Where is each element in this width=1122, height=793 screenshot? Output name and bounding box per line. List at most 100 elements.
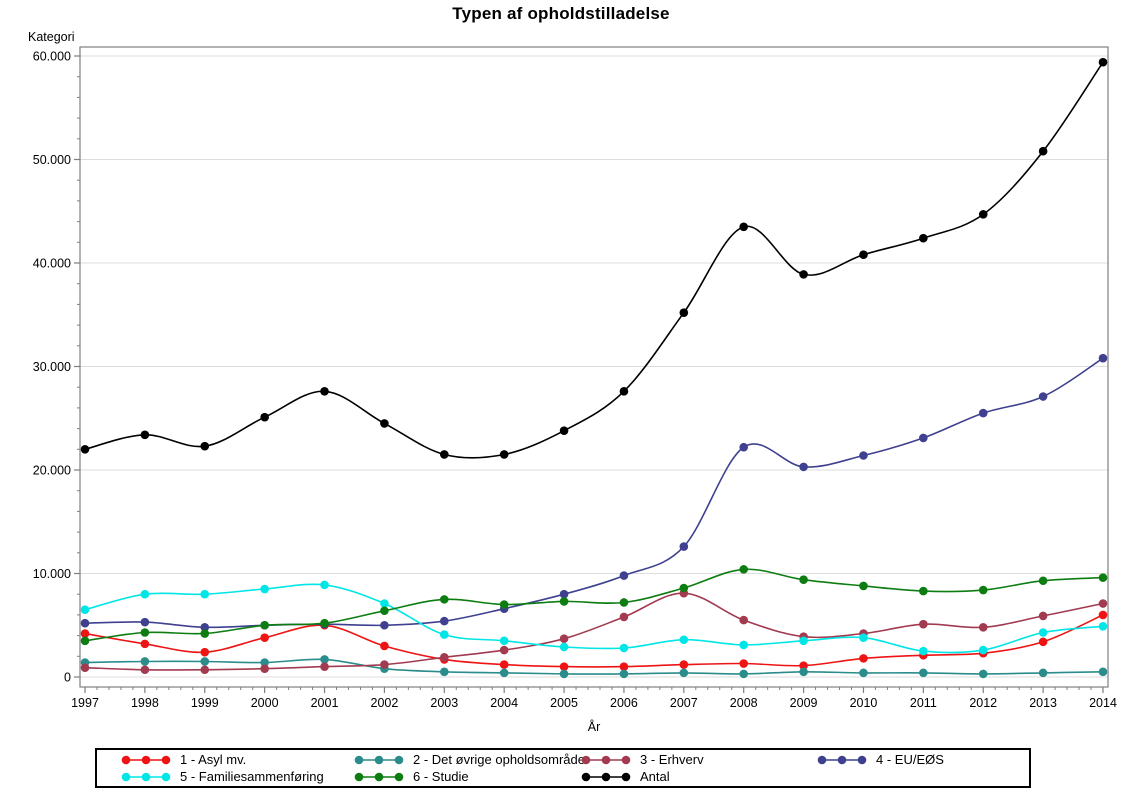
series-line-3	[84, 592, 1104, 671]
series-marker-2	[439, 667, 449, 677]
series-marker-4	[1038, 392, 1048, 401]
x-tick-label: 2014	[1089, 696, 1117, 710]
series-marker-1	[619, 662, 629, 671]
legend-line-marker-icon	[354, 772, 404, 781]
legend-line-marker-icon	[121, 772, 171, 781]
y-tick-label: 0	[64, 671, 71, 685]
series-marker-6	[260, 620, 269, 630]
x-tick-label: 1998	[131, 696, 159, 710]
series-marker-7	[919, 233, 928, 243]
series-marker-1	[679, 660, 689, 669]
series-marker-6	[380, 606, 389, 616]
series-marker-3	[260, 664, 269, 674]
series-marker-4	[859, 451, 868, 460]
legend-item-1: 1 - Asyl mv.	[119, 752, 246, 767]
series-marker-5	[80, 605, 90, 615]
x-tick-label: 2011	[910, 696, 937, 710]
y-tick-label: 10.000	[33, 567, 71, 581]
series-marker-1	[140, 639, 150, 649]
series-marker-2	[978, 669, 988, 679]
series-line-4	[84, 357, 1104, 629]
legend-item-3: 3 - Erhverv	[579, 752, 704, 767]
series-marker-5	[140, 589, 150, 599]
series-marker-6	[619, 598, 629, 607]
series-marker-1	[559, 662, 569, 671]
series-marker-3	[320, 662, 329, 671]
series-marker-1	[859, 654, 868, 663]
legend-line-marker-icon	[817, 755, 867, 764]
series-marker-2	[1038, 668, 1048, 678]
series-marker-5	[1098, 621, 1108, 631]
legend-label: 5 - Familiesammenføring	[180, 769, 324, 784]
series-marker-1	[739, 659, 749, 668]
chart-legend: 1 - Asyl mv. 2 - Det øvrige opholdsområde…	[95, 748, 1031, 788]
series-marker-4	[739, 442, 749, 452]
series-marker-7	[739, 222, 749, 232]
series-marker-7	[1038, 146, 1048, 156]
legend-line-marker-icon	[581, 755, 631, 764]
series-marker-5	[1038, 628, 1048, 637]
y-axis-title: Kategori	[28, 30, 75, 44]
series-marker-3	[80, 663, 90, 672]
series-marker-3	[1098, 599, 1108, 608]
x-tick-label: 2006	[610, 696, 638, 710]
series-marker-1	[80, 629, 90, 638]
legend-item-6: 6 - Studie	[352, 769, 469, 784]
series-marker-4	[200, 623, 210, 632]
series-marker-6	[559, 597, 569, 606]
series-marker-6	[320, 618, 329, 628]
series-marker-3	[499, 645, 509, 655]
series-marker-4	[1098, 353, 1108, 363]
series-marker-5	[380, 599, 389, 608]
series-marker-7	[439, 450, 449, 459]
series-marker-1	[499, 660, 509, 669]
series-marker-2	[679, 668, 689, 678]
series-marker-2	[919, 668, 928, 678]
series-marker-5	[619, 643, 629, 653]
legend-line-marker-icon	[581, 772, 631, 781]
series-marker-5	[978, 645, 988, 655]
series-marker-4	[799, 462, 808, 472]
x-tick-label: 1997	[71, 696, 99, 710]
series-marker-5	[799, 636, 808, 646]
y-tick-label: 40.000	[33, 257, 71, 271]
series-marker-3	[380, 660, 389, 669]
series-marker-3	[439, 653, 449, 662]
legend-item-4: 4 - EU/EØS	[815, 752, 944, 767]
x-tick-label: 2007	[670, 696, 698, 710]
series-marker-6	[919, 586, 928, 596]
series-marker-7	[380, 419, 389, 428]
series-marker-5	[320, 580, 329, 590]
series-marker-4	[559, 589, 569, 599]
series-marker-4	[140, 617, 150, 627]
legend-line-marker-icon	[354, 755, 404, 764]
series-marker-6	[739, 565, 749, 574]
series-marker-6	[140, 628, 150, 637]
series-marker-5	[859, 633, 868, 642]
series-line-1	[84, 614, 1104, 668]
series-marker-4	[619, 571, 629, 580]
legend-line-marker-icon	[121, 755, 171, 764]
legend-item-5: 5 - Familiesammenføring	[119, 769, 324, 784]
series-marker-2	[619, 669, 629, 679]
x-tick-label: 2008	[730, 696, 758, 710]
series-marker-7	[799, 270, 808, 279]
legend-label: 1 - Asyl mv.	[180, 752, 247, 767]
series-marker-5	[200, 589, 210, 599]
series-line-6	[84, 568, 1104, 642]
legend-label: 2 - Det øvrige opholdsområde	[413, 752, 585, 767]
series-marker-4	[978, 408, 988, 418]
x-tick-label: 2009	[790, 696, 818, 710]
series-marker-3	[140, 665, 150, 675]
x-tick-label: 1999	[191, 696, 219, 710]
series-marker-7	[80, 445, 90, 454]
series-marker-3	[919, 619, 928, 629]
legend-item-2: 2 - Det øvrige opholdsområde	[352, 752, 585, 767]
series-marker-7	[859, 250, 868, 260]
series-marker-6	[679, 583, 689, 593]
series-marker-5	[439, 630, 449, 639]
legend-item-7: Antal	[579, 769, 670, 784]
series-marker-6	[439, 595, 449, 604]
